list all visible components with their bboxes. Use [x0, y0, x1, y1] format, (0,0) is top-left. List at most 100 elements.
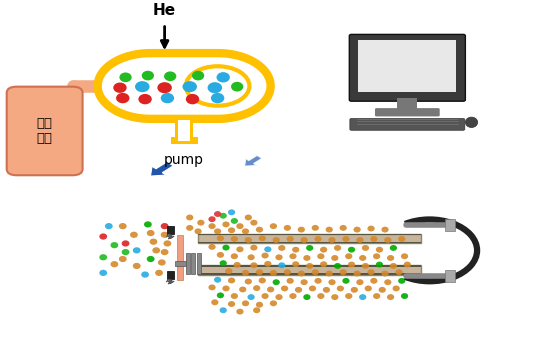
Ellipse shape	[362, 263, 369, 269]
Ellipse shape	[186, 94, 199, 104]
Ellipse shape	[99, 233, 107, 240]
Ellipse shape	[250, 220, 258, 225]
Polygon shape	[244, 155, 262, 166]
Ellipse shape	[119, 256, 127, 262]
Ellipse shape	[228, 227, 235, 233]
Ellipse shape	[110, 261, 118, 267]
Ellipse shape	[298, 227, 305, 232]
Ellipse shape	[133, 263, 141, 269]
Ellipse shape	[350, 287, 358, 293]
Ellipse shape	[292, 261, 300, 267]
Ellipse shape	[354, 227, 361, 232]
Ellipse shape	[230, 253, 238, 259]
Ellipse shape	[219, 213, 227, 219]
Ellipse shape	[348, 262, 355, 267]
Bar	[198, 242, 421, 244]
Ellipse shape	[165, 53, 271, 119]
Ellipse shape	[389, 245, 397, 251]
Ellipse shape	[331, 255, 338, 261]
Bar	[175, 119, 193, 141]
Ellipse shape	[306, 245, 314, 251]
Ellipse shape	[211, 299, 219, 305]
Ellipse shape	[287, 278, 294, 284]
Ellipse shape	[336, 285, 344, 291]
Ellipse shape	[314, 236, 321, 242]
Ellipse shape	[270, 270, 277, 276]
Ellipse shape	[233, 262, 241, 268]
Ellipse shape	[211, 93, 224, 103]
Ellipse shape	[359, 294, 366, 300]
Ellipse shape	[384, 279, 391, 285]
Ellipse shape	[304, 255, 311, 261]
Ellipse shape	[289, 253, 297, 259]
Ellipse shape	[135, 81, 150, 92]
Ellipse shape	[348, 247, 355, 253]
Ellipse shape	[359, 255, 366, 261]
Ellipse shape	[258, 277, 266, 283]
Ellipse shape	[295, 287, 302, 293]
Ellipse shape	[161, 223, 169, 229]
Bar	[198, 265, 421, 267]
Ellipse shape	[230, 218, 238, 224]
Ellipse shape	[283, 269, 291, 275]
Ellipse shape	[373, 293, 381, 299]
Bar	[191, 253, 195, 274]
Ellipse shape	[356, 237, 364, 243]
Ellipse shape	[105, 223, 113, 229]
Polygon shape	[151, 162, 174, 176]
Ellipse shape	[270, 300, 277, 306]
Ellipse shape	[161, 249, 169, 255]
Ellipse shape	[306, 263, 314, 269]
Ellipse shape	[237, 246, 243, 252]
Ellipse shape	[320, 261, 327, 267]
Ellipse shape	[133, 247, 141, 253]
Ellipse shape	[161, 232, 169, 238]
Ellipse shape	[376, 262, 383, 267]
Bar	[167, 226, 174, 234]
Bar	[445, 270, 455, 282]
Ellipse shape	[208, 216, 215, 222]
Ellipse shape	[317, 253, 324, 259]
Text: 电池
系统: 电池 系统	[37, 117, 52, 145]
Ellipse shape	[300, 237, 308, 243]
Ellipse shape	[401, 293, 408, 299]
Bar	[171, 137, 198, 144]
Ellipse shape	[373, 253, 381, 259]
Bar	[178, 120, 190, 141]
Ellipse shape	[325, 227, 333, 232]
Ellipse shape	[214, 228, 222, 234]
Ellipse shape	[398, 236, 405, 242]
Ellipse shape	[392, 285, 400, 291]
Ellipse shape	[261, 293, 269, 299]
Ellipse shape	[256, 227, 263, 232]
Bar	[177, 235, 183, 280]
Ellipse shape	[217, 72, 230, 82]
Bar	[198, 234, 421, 236]
Ellipse shape	[309, 285, 316, 291]
Ellipse shape	[208, 223, 215, 229]
Ellipse shape	[283, 225, 291, 231]
Ellipse shape	[222, 245, 230, 251]
Ellipse shape	[331, 294, 338, 300]
Ellipse shape	[311, 225, 319, 231]
Ellipse shape	[116, 93, 129, 103]
Ellipse shape	[261, 253, 269, 259]
Ellipse shape	[214, 211, 222, 217]
Ellipse shape	[244, 237, 252, 243]
FancyBboxPatch shape	[375, 108, 440, 117]
Ellipse shape	[142, 71, 154, 80]
Ellipse shape	[382, 227, 388, 232]
Ellipse shape	[311, 269, 319, 275]
Ellipse shape	[304, 294, 311, 300]
Ellipse shape	[157, 82, 172, 93]
Ellipse shape	[242, 300, 249, 306]
Ellipse shape	[325, 270, 333, 276]
Ellipse shape	[163, 240, 171, 246]
Ellipse shape	[219, 260, 227, 266]
Ellipse shape	[138, 94, 152, 104]
Bar	[198, 273, 421, 275]
Ellipse shape	[258, 235, 266, 241]
Bar	[445, 219, 455, 231]
Ellipse shape	[342, 278, 349, 284]
Text: He: He	[153, 3, 176, 18]
